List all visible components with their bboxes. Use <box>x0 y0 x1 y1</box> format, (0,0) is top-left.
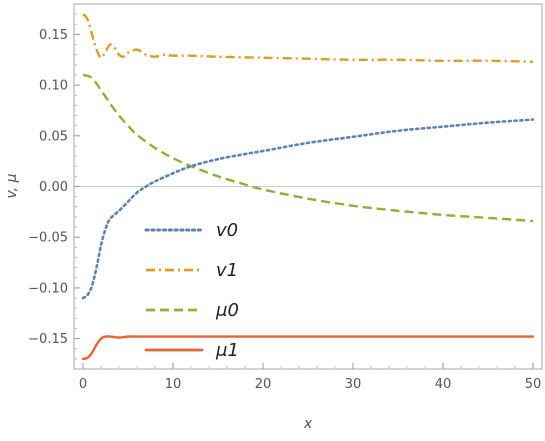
legend-label: μ1 <box>215 340 239 361</box>
y-tick-label: 0.00 <box>39 180 68 195</box>
y-tick-label: −0.15 <box>28 332 68 347</box>
y-tick-label: −0.05 <box>28 231 68 246</box>
x-tick-label: 40 <box>435 377 452 392</box>
x-tick-label: 10 <box>165 377 182 392</box>
x-tick-label: 30 <box>345 377 362 392</box>
series-line-0 <box>81 118 535 300</box>
x-axis-title: x <box>303 416 313 432</box>
series-layer <box>81 13 535 361</box>
y-tick-label: 0.15 <box>39 28 68 43</box>
legend-label: v1 <box>216 260 238 281</box>
y-axis-ticks: −0.15 −0.10 −0.05 0.00 0.05 0.10 0.15 <box>28 13 80 360</box>
legend-label: v0 <box>216 220 238 241</box>
x-axis-ticks: 0 10 20 30 40 50 <box>79 363 541 392</box>
x-tick-label: 0 <box>79 377 87 392</box>
x-tick-label: 20 <box>255 377 272 392</box>
legend-label: μ0 <box>215 300 239 321</box>
y-tick-label: −0.10 <box>28 281 68 296</box>
series-line-2 <box>82 73 534 223</box>
y-axis-title: v, μ <box>4 173 20 198</box>
series-line-1 <box>82 13 534 63</box>
series-line-3 <box>81 335 535 361</box>
y-tick-label: 0.05 <box>39 129 68 144</box>
y-tick-label: 0.10 <box>39 79 68 94</box>
legend: v0 v1 μ0 μ1 <box>144 220 239 361</box>
x-tick-label: 50 <box>525 377 542 392</box>
